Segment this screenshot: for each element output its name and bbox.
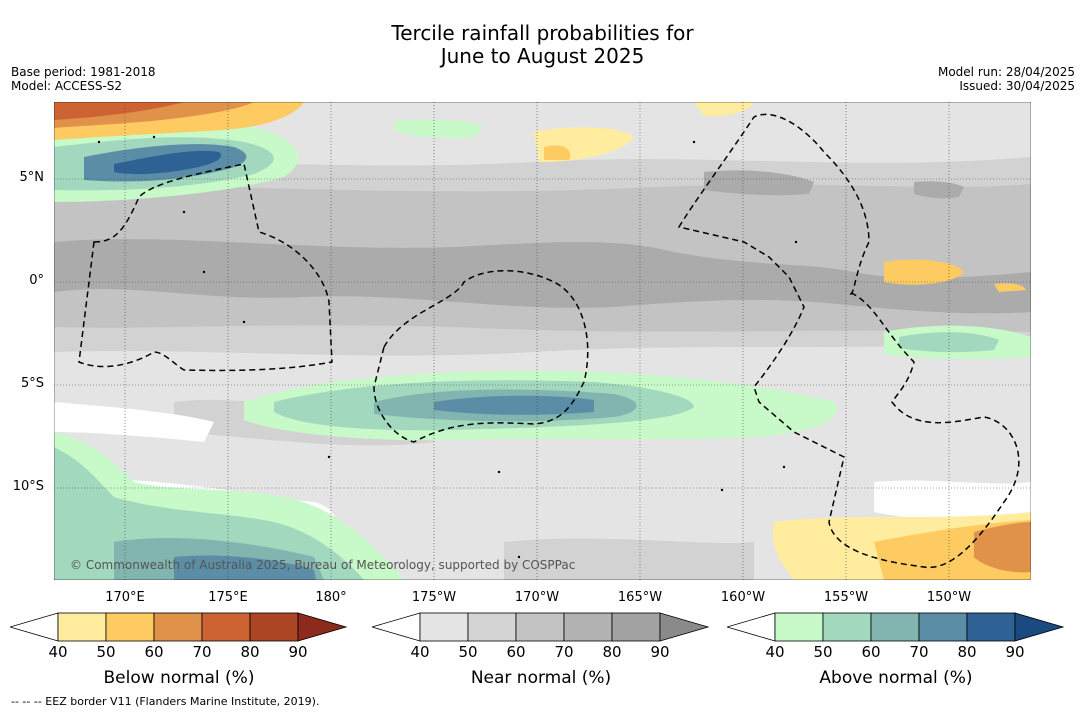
colorbar-tick-label: 50 — [96, 643, 116, 661]
colorbar-tick-label: 70 — [909, 643, 929, 661]
colorbar-tick-label: 60 — [506, 643, 526, 661]
eez-footer-note: -- -- -- EEZ border V11 (Flanders Marine… — [11, 695, 320, 708]
colorbar-above-normal — [727, 612, 1065, 642]
colorbar-segment — [822, 612, 872, 642]
colorbar-tick-label: 50 — [813, 643, 833, 661]
colorbar-tick-label: 60 — [144, 643, 164, 661]
below-normal-patch-4 — [994, 283, 1026, 292]
colorbar-tick-label: 40 — [765, 643, 785, 661]
colorbar-near-normal — [372, 612, 710, 642]
lat-label-0: 0° — [29, 273, 44, 288]
lon-label-150w: 150°W — [926, 590, 972, 605]
lon-label-170e: 170°E — [105, 590, 145, 605]
below-normal-patch-3 — [884, 259, 964, 285]
colorbar-segment — [870, 612, 920, 642]
colorbar-segment — [105, 612, 155, 642]
colorbar-segment — [774, 612, 824, 642]
colorbar-extend-low — [727, 612, 776, 642]
islands — [97, 135, 798, 559]
issued-date: Issued: 30/04/2025 — [959, 79, 1075, 93]
colorbar-segment — [467, 612, 517, 642]
rainfall-map — [54, 102, 1031, 580]
colorbar-segment — [918, 612, 968, 642]
below-normal-top-left — [54, 102, 304, 140]
colorbar-segment — [515, 612, 565, 642]
copyright-credit: © Commonwealth of Australia 2025, Bureau… — [70, 558, 576, 572]
lon-label-160w: 160°W — [720, 590, 766, 605]
map-title: Tercile rainfall probabilities for June … — [0, 22, 1085, 68]
lon-label-175e: 175°E — [208, 590, 248, 605]
graticule — [54, 102, 1031, 580]
above-normal-patch-1 — [394, 119, 484, 139]
colorbar-extend-high — [659, 612, 710, 642]
colorbar-segment — [966, 612, 1016, 642]
colorbar-segment — [57, 612, 107, 642]
colorbar-segment — [201, 612, 251, 642]
colorbar-segment — [419, 612, 469, 642]
colorbar-extend-low — [10, 612, 59, 642]
lat-label-10s: 10°S — [12, 479, 44, 494]
colorbar-tick-label: 40 — [410, 643, 430, 661]
colorbar-tick-label: 60 — [861, 643, 881, 661]
lon-label-165w: 165°W — [617, 590, 663, 605]
colorbar-extend-high — [297, 612, 348, 642]
below-normal-bottom-right — [772, 512, 1031, 580]
lon-label-170w: 170°W — [514, 590, 560, 605]
meta-right: Model run: 28/04/2025 Issued: 30/04/2025 — [938, 65, 1075, 93]
colorbar-label-near: Near normal (%) — [470, 668, 612, 688]
title-line-2: June to August 2025 — [440, 44, 645, 68]
colorbar-tick-label: 90 — [650, 643, 670, 661]
colorbar-segment — [563, 612, 613, 642]
colorbar-tick-label: 40 — [48, 643, 68, 661]
colorbar-extend-high — [1014, 612, 1065, 642]
eez-borders — [78, 113, 1020, 569]
colorbar-tick-label: 80 — [602, 643, 622, 661]
base-period: Base period: 1981-2018 — [11, 65, 156, 79]
colorbar-segment — [153, 612, 203, 642]
lat-label-5n: 5°N — [19, 170, 45, 185]
model-run: Model run: 28/04/2025 — [937, 65, 1075, 79]
lon-label-155w: 155°W — [823, 590, 869, 605]
above-normal-bottom-left — [54, 432, 404, 580]
colorbar-segment — [611, 612, 661, 642]
below-normal-patch-2 — [694, 102, 754, 117]
below-normal-patch-1b — [544, 145, 571, 160]
meta-left: Base period: 1981-2018 Model: ACCESS-S2 — [11, 65, 156, 93]
lat-label-5s: 5°S — [20, 376, 44, 391]
lon-label-175w: 175°W — [411, 590, 457, 605]
colorbar-tick-label: 90 — [1005, 643, 1025, 661]
colorbar-extend-low — [372, 612, 421, 642]
colorbar-segment — [249, 612, 299, 642]
near-normal-70-zone — [54, 170, 1031, 314]
colorbar-label-below: Below normal (%) — [103, 668, 255, 688]
above-normal-top-left — [54, 119, 299, 202]
colorbar-tick-label: 80 — [240, 643, 260, 661]
above-normal-central-band — [244, 370, 837, 441]
colorbar-below-normal — [10, 612, 348, 642]
colorbar-tick-label: 90 — [288, 643, 308, 661]
colorbar-tick-label: 70 — [192, 643, 212, 661]
model-name: Model: ACCESS-S2 — [11, 79, 123, 93]
title-line-1: Tercile rainfall probabilities for — [391, 21, 694, 45]
colorbar-tick-label: 70 — [554, 643, 574, 661]
colorbar-tick-label: 50 — [458, 643, 478, 661]
colorbar-label-above: Above normal (%) — [819, 668, 973, 688]
colorbar-tick-label: 80 — [957, 643, 977, 661]
lon-label-180: 180° — [315, 590, 347, 605]
